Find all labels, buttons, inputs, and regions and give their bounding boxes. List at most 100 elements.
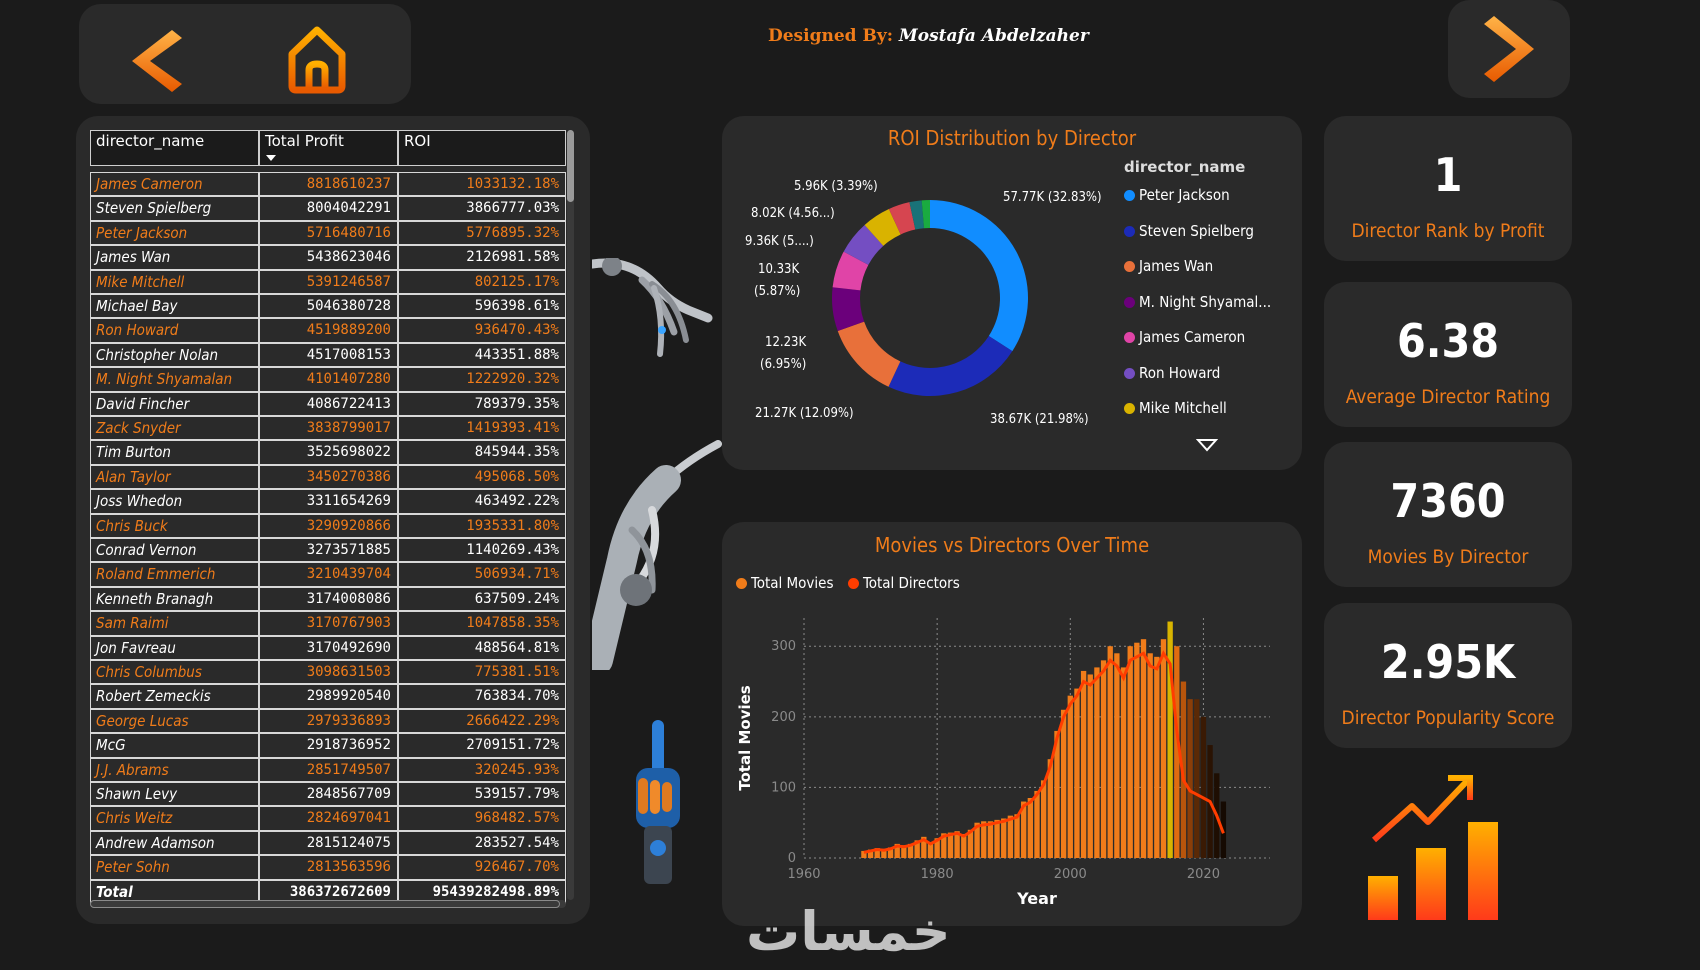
bar-total-movies[interactable] xyxy=(1100,660,1107,858)
table-row[interactable]: McG 2918736952 2709151.72% xyxy=(88,733,566,758)
bar-total-movies[interactable] xyxy=(1067,695,1073,858)
bar-total-movies[interactable] xyxy=(1120,667,1127,858)
table-row[interactable]: Roland Emmerich 3210439704 506934.71% xyxy=(88,562,566,587)
table-row[interactable]: Alan Taylor 3450270386 495068.50% xyxy=(88,464,566,490)
roi-donut-chart[interactable] xyxy=(820,188,1040,408)
donut-slice[interactable] xyxy=(888,202,916,235)
bar-total-movies[interactable] xyxy=(927,842,934,858)
bar-total-movies[interactable] xyxy=(1167,621,1173,858)
home-icon[interactable] xyxy=(284,22,350,96)
bar-total-movies[interactable] xyxy=(1080,670,1087,858)
donut-slice[interactable] xyxy=(832,251,869,291)
bar-total-movies[interactable] xyxy=(1087,674,1093,858)
bar-total-movies[interactable] xyxy=(1127,646,1133,858)
donut-slice[interactable] xyxy=(843,224,884,265)
column-header-total-profit[interactable]: Total Profit xyxy=(259,130,398,166)
bar-total-movies[interactable] xyxy=(1160,639,1167,858)
legend-item[interactable]: Peter Jackson xyxy=(1124,186,1230,204)
bar-total-movies[interactable] xyxy=(947,832,954,858)
bar-total-movies[interactable] xyxy=(981,821,987,858)
bar-total-movies[interactable] xyxy=(1147,653,1153,858)
legend-item[interactable]: James Wan xyxy=(1124,257,1213,275)
donut-slice[interactable] xyxy=(832,287,865,332)
table-row[interactable]: Conrad Vernon 3273571885 1140269.43% xyxy=(88,538,566,563)
bar-total-movies[interactable] xyxy=(881,848,887,858)
bar-total-movies[interactable] xyxy=(1014,814,1020,858)
bar-total-movies[interactable] xyxy=(921,836,927,858)
bar-total-movies[interactable] xyxy=(1134,642,1140,858)
bar-total-movies[interactable] xyxy=(1194,699,1200,858)
table-row[interactable]: Andrew Adamson 2815124075 283527.54% xyxy=(88,830,566,856)
scrollbar-thumb[interactable] xyxy=(90,900,560,908)
bar-total-movies[interactable] xyxy=(1047,759,1053,858)
donut-slice[interactable] xyxy=(837,321,901,387)
legend-item[interactable]: M. Night Shyamal... xyxy=(1124,293,1271,311)
column-header-director-name[interactable]: director_name xyxy=(90,130,259,166)
table-row[interactable]: Jon Favreau 3170492690 488564.81% xyxy=(88,635,566,660)
legend-item[interactable]: Ron Howard xyxy=(1124,364,1220,382)
bar-total-movies[interactable] xyxy=(1007,815,1014,858)
table-horizontal-scrollbar[interactable] xyxy=(90,900,566,908)
legend-item-total-directors[interactable]: Total Directors xyxy=(848,574,960,592)
bar-total-movies[interactable] xyxy=(1200,716,1207,858)
donut-slice[interactable] xyxy=(864,209,901,246)
donut-slice[interactable] xyxy=(909,200,925,230)
bar-total-movies[interactable] xyxy=(867,849,874,858)
column-header-roi[interactable]: ROI xyxy=(398,130,566,166)
bar-total-movies[interactable] xyxy=(1140,639,1147,858)
table-row[interactable]: Chris Buck 3290920866 1935331.80% xyxy=(88,513,566,538)
table-row[interactable]: J.J. Abrams 2851749507 320245.93% xyxy=(88,757,566,782)
table-vertical-scrollbar[interactable] xyxy=(567,130,574,900)
chevron-right-icon[interactable] xyxy=(1482,12,1542,86)
legend-item[interactable]: Steven Spielberg xyxy=(1124,222,1254,240)
bar-total-movies[interactable] xyxy=(1054,730,1060,858)
sort-descending-icon[interactable] xyxy=(266,155,276,161)
bar-total-movies[interactable] xyxy=(1174,646,1180,858)
bar-total-movies[interactable] xyxy=(1187,699,1193,858)
bar-total-movies[interactable] xyxy=(874,848,880,858)
table-row[interactable]: Peter Jackson 5716480716 5776895.32% xyxy=(88,220,566,246)
donut-slice[interactable] xyxy=(930,200,1028,352)
bar-total-movies[interactable] xyxy=(1040,780,1047,858)
legend-scroll-down-icon[interactable] xyxy=(1196,438,1218,452)
bar-total-movies[interactable] xyxy=(994,819,1000,858)
legend-item-total-movies[interactable]: Total Movies xyxy=(736,574,834,592)
table-row[interactable]: Mike Mitchell 5391246587 802125.17% xyxy=(88,269,566,294)
table-row[interactable]: Kenneth Branagh 3174008086 637509.24% xyxy=(88,586,566,612)
bar-total-movies[interactable] xyxy=(1060,709,1067,858)
table-row[interactable]: Christopher Nolan 4517008153 443351.88% xyxy=(88,342,566,368)
bar-total-movies[interactable] xyxy=(941,833,947,858)
table-row[interactable]: Peter Sohn 2813563596 926467.70% xyxy=(88,855,566,880)
table-row[interactable]: Tim Burton 3525698022 845944.35% xyxy=(88,440,566,465)
bar-total-movies[interactable] xyxy=(967,829,974,858)
bar-total-movies[interactable] xyxy=(934,838,940,858)
scrollbar-thumb[interactable] xyxy=(567,130,574,202)
chevron-left-icon[interactable] xyxy=(124,26,184,96)
bar-total-movies[interactable] xyxy=(1094,667,1100,858)
table-row[interactable]: George Lucas 2979336893 2666422.29% xyxy=(88,708,566,734)
legend-item[interactable]: Mike Mitchell xyxy=(1124,399,1227,417)
line-total-directors[interactable] xyxy=(863,650,1225,854)
table-row[interactable]: Sam Raimi 3170767903 1047858.35% xyxy=(88,611,566,636)
bar-total-movies[interactable] xyxy=(987,821,994,858)
bar-total-movies[interactable] xyxy=(1034,790,1040,858)
table-row[interactable]: Steven Spielberg 8004042291 3866777.03% xyxy=(88,196,566,221)
table-row[interactable]: Robert Zemeckis 2989920540 763834.70% xyxy=(88,684,566,709)
bar-total-movies[interactable] xyxy=(914,840,920,858)
table-row[interactable]: M. Night Shyamalan 4101407280 1222920.32% xyxy=(88,367,566,392)
bar-total-movies[interactable] xyxy=(961,834,967,858)
table-row[interactable]: James Wan 5438623046 2126981.58% xyxy=(88,245,566,270)
donut-slice[interactable] xyxy=(921,200,930,229)
table-row[interactable]: Joss Whedon 3311654269 463492.22% xyxy=(88,489,566,514)
bar-total-movies[interactable] xyxy=(887,847,894,858)
donut-slice[interactable] xyxy=(888,335,1013,396)
bar-total-movies[interactable] xyxy=(894,843,900,858)
bar-total-movies[interactable] xyxy=(954,831,960,858)
legend-item[interactable]: James Cameron xyxy=(1124,328,1245,346)
bar-total-movies[interactable] xyxy=(1001,818,1007,858)
table-row[interactable]: James Cameron 8818610237 1033132.18% xyxy=(88,172,566,197)
bar-total-movies[interactable] xyxy=(1114,653,1120,858)
table-row[interactable]: Ron Howard 4519889200 936470.43% xyxy=(88,318,566,343)
table-row[interactable]: Chris Columbus 3098631503 775381.51% xyxy=(88,660,566,685)
movies-directors-chart[interactable]: 0 100 200 300 1960 1980 2000 2020 Total Movies Ye… xyxy=(722,600,1302,920)
